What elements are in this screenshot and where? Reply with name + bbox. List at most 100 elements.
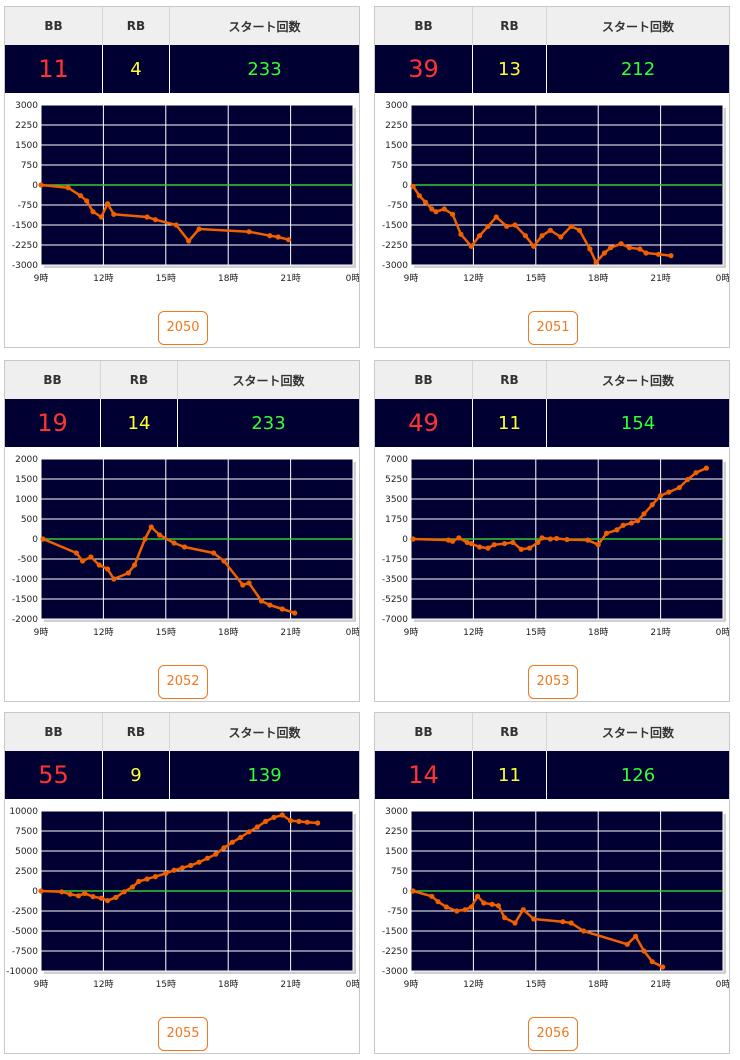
data-point (196, 859, 202, 865)
data-point (435, 899, 441, 905)
data-point (660, 964, 666, 970)
data-point (531, 243, 537, 249)
x-tick-label: 15時 (156, 627, 176, 638)
data-point (296, 818, 302, 824)
x-tick-label: 21時 (650, 627, 670, 638)
rb-count: 14 (100, 399, 178, 447)
data-point (649, 959, 655, 965)
start-header: スタート回数 (169, 713, 359, 751)
bb-header: BB (375, 361, 473, 399)
data-point (136, 878, 142, 884)
stats-table: BB RB スタート回数 14 11 126 (375, 713, 729, 799)
x-tick-label: 15時 (526, 273, 546, 284)
y-tick-label: 2250 (385, 827, 408, 837)
x-tick-label: 9時 (34, 273, 49, 284)
machine-number-button[interactable]: 2050 (158, 311, 208, 345)
start-header: スタート回数 (546, 7, 729, 45)
data-point (502, 540, 508, 547)
data-point (474, 893, 481, 899)
x-tick-label: 18時 (588, 273, 608, 284)
stats-table: BB RB スタート回数 49 11 154 (375, 361, 729, 447)
data-point (608, 245, 614, 251)
data-point (221, 845, 227, 851)
data-point (603, 530, 610, 536)
bb-header: BB (5, 361, 101, 399)
y-tick-label: -1500 (12, 595, 38, 605)
stats-table: BB RB スタート回数 55 9 139 (5, 713, 359, 799)
data-point (655, 251, 662, 257)
y-tick-label: 0 (32, 535, 38, 545)
data-point (271, 814, 277, 820)
data-point (80, 558, 86, 564)
data-point (258, 598, 265, 604)
machine-number-button[interactable]: 2051 (528, 311, 578, 345)
machine-number-button[interactable]: 2055 (158, 1017, 208, 1051)
data-point (144, 214, 150, 220)
data-point (429, 206, 435, 212)
data-point (246, 580, 252, 586)
x-tick-label: 12時 (93, 627, 113, 638)
x-tick-label: 0時 (346, 273, 359, 284)
y-tick-label: -3500 (382, 575, 408, 585)
x-tick-label: 0時 (716, 627, 729, 638)
data-point (111, 211, 117, 217)
rb-count: 9 (102, 751, 170, 799)
data-point (468, 904, 474, 910)
data-point (188, 862, 194, 868)
y-tick-label: -2250 (382, 241, 408, 251)
data-point (65, 185, 71, 191)
slump-chart: 10000 7500 5000 2500 0 -2500 -5000 -7500 -10000 9… (6, 807, 359, 990)
machine-number-button[interactable]: 2053 (528, 665, 578, 699)
start-count: 233 (177, 399, 359, 447)
y-tick-label: -3000 (382, 967, 408, 977)
bb-count: 14 (375, 751, 473, 799)
data-point (443, 904, 449, 910)
y-tick-label: -1500 (12, 221, 38, 231)
y-tick-label: 0 (402, 887, 408, 897)
machine-number-button[interactable]: 2056 (528, 1017, 578, 1051)
data-point (171, 540, 177, 546)
x-tick-label: 21時 (650, 979, 670, 990)
y-tick-label: 2250 (385, 121, 408, 131)
y-tick-label: -1500 (382, 221, 408, 231)
y-tick-label: 5250 (385, 475, 408, 485)
data-point (626, 245, 632, 251)
rb-count: 4 (102, 45, 170, 93)
x-tick-label: 21時 (280, 979, 300, 990)
data-point (246, 829, 252, 835)
y-tick-label: 3500 (385, 495, 408, 505)
data-point (142, 536, 148, 542)
machine-card: BB RB スタート回数 19 14 233 2000 1500 1000 500 0 -… (4, 360, 360, 702)
data-point (468, 540, 474, 547)
x-tick-label: 9時 (404, 979, 419, 990)
y-tick-label: 2000 (15, 455, 38, 465)
data-point (98, 895, 104, 901)
y-tick-label: 3000 (15, 101, 38, 111)
x-tick-label: 0時 (716, 273, 729, 284)
y-tick-label: 0 (32, 887, 38, 897)
data-point (152, 874, 158, 880)
series-line (42, 525, 296, 615)
data-point (121, 889, 127, 895)
data-point (67, 891, 73, 897)
data-point (304, 819, 310, 825)
y-tick-label: -750 (388, 201, 409, 211)
data-point (520, 907, 526, 913)
x-tick-label: 12時 (463, 979, 483, 990)
data-point (593, 259, 599, 265)
data-point (90, 209, 96, 215)
x-tick-label: 15時 (526, 627, 546, 638)
y-tick-label: -2250 (12, 241, 38, 251)
data-point (90, 894, 96, 900)
data-point (624, 941, 630, 947)
data-point (531, 916, 537, 922)
machine-number-button[interactable]: 2052 (158, 665, 208, 699)
data-point (568, 223, 574, 229)
data-point (637, 246, 643, 252)
data-point (433, 209, 439, 215)
x-tick-label: 12時 (93, 273, 113, 284)
start-header: スタート回数 (546, 361, 729, 399)
y-tick-label: -3000 (382, 261, 408, 271)
data-point (88, 554, 94, 560)
data-point (512, 920, 518, 926)
